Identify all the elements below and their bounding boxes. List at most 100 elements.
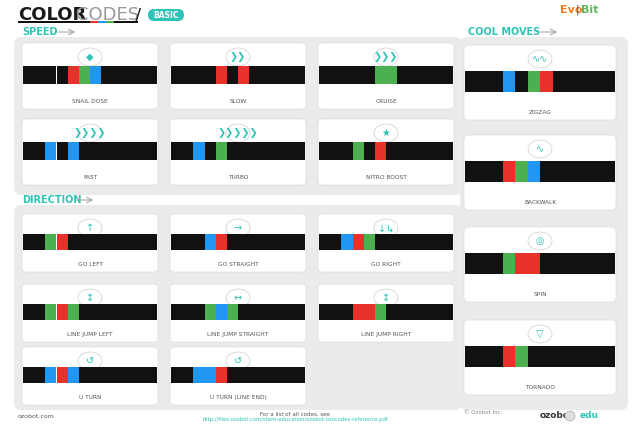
FancyBboxPatch shape <box>148 9 184 21</box>
Bar <box>171 367 182 383</box>
Ellipse shape <box>78 124 102 142</box>
FancyBboxPatch shape <box>14 37 462 195</box>
Text: BASIC: BASIC <box>153 11 179 20</box>
Bar <box>330 304 341 320</box>
Text: GO STRAIGHT: GO STRAIGHT <box>218 262 259 267</box>
FancyBboxPatch shape <box>464 135 616 210</box>
Bar <box>477 71 490 91</box>
Text: ❯❯❯❯❯: ❯❯❯❯❯ <box>218 128 259 138</box>
FancyBboxPatch shape <box>170 284 306 342</box>
Bar <box>341 234 353 250</box>
Bar <box>79 304 90 320</box>
Text: GO LEFT: GO LEFT <box>77 262 102 267</box>
Bar <box>56 142 68 160</box>
Bar <box>330 66 341 84</box>
Bar <box>552 71 565 91</box>
Bar <box>319 304 330 320</box>
Bar <box>590 71 602 91</box>
Bar <box>515 346 527 366</box>
Bar <box>101 66 113 84</box>
Bar <box>101 234 113 250</box>
Text: ↕: ↕ <box>382 293 390 303</box>
Bar <box>50 20 58 23</box>
Bar <box>590 346 602 366</box>
Bar <box>216 367 227 383</box>
Bar <box>602 253 615 274</box>
Bar <box>113 234 124 250</box>
Bar <box>113 304 124 320</box>
Bar <box>431 142 442 160</box>
Bar <box>515 253 527 274</box>
Bar <box>79 66 90 84</box>
Bar <box>101 304 113 320</box>
Bar <box>271 66 283 84</box>
Bar <box>134 142 146 160</box>
Bar <box>205 234 216 250</box>
FancyBboxPatch shape <box>460 37 628 410</box>
Bar <box>249 234 260 250</box>
Bar <box>34 304 45 320</box>
Ellipse shape <box>226 48 250 66</box>
Text: COOL MOVES: COOL MOVES <box>468 27 540 37</box>
FancyBboxPatch shape <box>22 43 158 109</box>
Bar <box>56 304 68 320</box>
Bar <box>490 346 502 366</box>
Text: U TURN (LINE END): U TURN (LINE END) <box>209 395 266 400</box>
Bar <box>294 66 305 84</box>
Text: ↺: ↺ <box>86 356 94 366</box>
Bar <box>375 304 386 320</box>
Bar <box>45 367 56 383</box>
Ellipse shape <box>528 50 552 68</box>
Bar <box>490 71 502 91</box>
Bar <box>216 234 227 250</box>
FancyBboxPatch shape <box>170 214 306 272</box>
Text: Bit: Bit <box>581 5 598 15</box>
Bar <box>66 20 74 23</box>
Bar <box>90 367 101 383</box>
FancyBboxPatch shape <box>318 214 454 272</box>
Bar <box>134 66 146 84</box>
Bar <box>113 142 124 160</box>
Bar <box>577 346 590 366</box>
Bar <box>23 234 34 250</box>
Bar <box>193 367 205 383</box>
Bar <box>171 304 182 320</box>
Text: ❯❯❯❯: ❯❯❯❯ <box>74 128 106 138</box>
Bar <box>465 253 477 274</box>
Bar <box>193 142 205 160</box>
Bar <box>341 142 353 160</box>
Bar <box>58 20 66 23</box>
Bar <box>431 234 442 250</box>
Bar <box>56 234 68 250</box>
Circle shape <box>565 411 575 421</box>
Text: ↺: ↺ <box>234 356 242 366</box>
Bar <box>419 142 431 160</box>
Bar <box>23 304 34 320</box>
Bar <box>527 346 540 366</box>
Bar <box>23 367 34 383</box>
Text: ↑: ↑ <box>86 223 94 233</box>
Bar <box>590 253 602 274</box>
Bar <box>134 367 146 383</box>
Bar <box>319 142 330 160</box>
Bar <box>364 234 375 250</box>
Bar <box>552 253 565 274</box>
Text: /: / <box>135 6 141 24</box>
Bar <box>205 66 216 84</box>
Bar <box>419 66 431 84</box>
Bar <box>408 304 419 320</box>
Bar <box>193 304 205 320</box>
Bar <box>386 304 397 320</box>
FancyBboxPatch shape <box>318 43 454 109</box>
Bar <box>227 367 238 383</box>
Bar <box>442 304 453 320</box>
Bar <box>101 367 113 383</box>
Text: TURBO: TURBO <box>228 175 248 180</box>
Bar <box>364 304 375 320</box>
Text: SNAIL DOSE: SNAIL DOSE <box>72 99 108 104</box>
Bar <box>465 71 477 91</box>
Bar <box>375 142 386 160</box>
Bar <box>375 66 386 84</box>
Bar <box>283 304 294 320</box>
Bar <box>23 66 34 84</box>
